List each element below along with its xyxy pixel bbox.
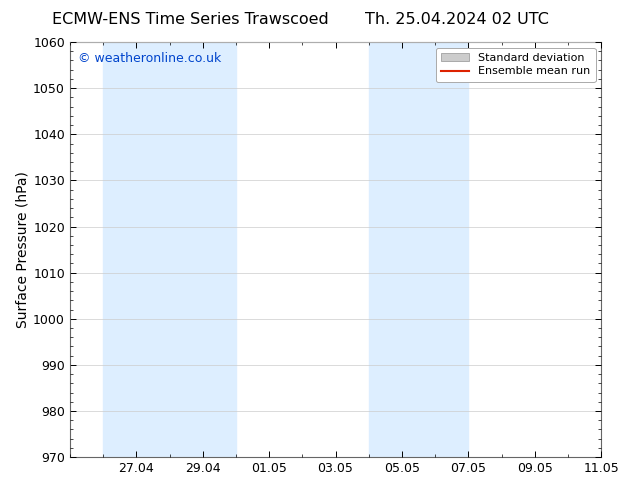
Bar: [103, 42, 169, 457]
Bar: [435, 42, 469, 457]
Y-axis label: Surface Pressure (hPa): Surface Pressure (hPa): [15, 171, 29, 328]
Text: © weatheronline.co.uk: © weatheronline.co.uk: [78, 52, 221, 66]
Legend: Standard deviation, Ensemble mean run: Standard deviation, Ensemble mean run: [436, 48, 595, 82]
Bar: [169, 42, 236, 457]
Text: Th. 25.04.2024 02 UTC: Th. 25.04.2024 02 UTC: [365, 12, 548, 27]
Bar: [369, 42, 435, 457]
Text: ECMW-ENS Time Series Trawscoed: ECMW-ENS Time Series Trawscoed: [52, 12, 328, 27]
